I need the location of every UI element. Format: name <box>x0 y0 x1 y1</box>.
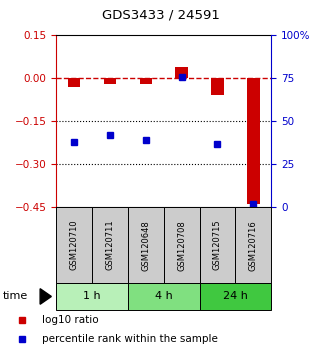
Bar <box>175 67 188 78</box>
Polygon shape <box>40 289 51 304</box>
Bar <box>68 78 80 87</box>
Text: percentile rank within the sample: percentile rank within the sample <box>42 334 218 344</box>
Bar <box>164 207 200 283</box>
Text: GSM120648: GSM120648 <box>141 220 150 270</box>
Bar <box>92 207 128 283</box>
Bar <box>140 78 152 84</box>
Text: GDS3433 / 24591: GDS3433 / 24591 <box>101 9 220 22</box>
Text: GSM120710: GSM120710 <box>70 220 79 270</box>
Text: 1 h: 1 h <box>83 291 101 302</box>
Bar <box>235 207 271 283</box>
Bar <box>104 78 116 84</box>
Bar <box>247 78 260 204</box>
Text: GSM120715: GSM120715 <box>213 220 222 270</box>
Text: GSM120716: GSM120716 <box>249 220 258 270</box>
Bar <box>200 283 271 310</box>
Text: GSM120708: GSM120708 <box>177 220 186 270</box>
Text: time: time <box>3 291 29 302</box>
Text: GSM120711: GSM120711 <box>105 220 115 270</box>
Text: 4 h: 4 h <box>155 291 173 302</box>
Bar <box>200 207 235 283</box>
Bar <box>128 207 164 283</box>
Bar <box>56 283 128 310</box>
Bar <box>128 283 200 310</box>
Text: log10 ratio: log10 ratio <box>42 315 99 325</box>
Text: 24 h: 24 h <box>223 291 248 302</box>
Bar <box>211 78 224 96</box>
Bar <box>56 207 92 283</box>
